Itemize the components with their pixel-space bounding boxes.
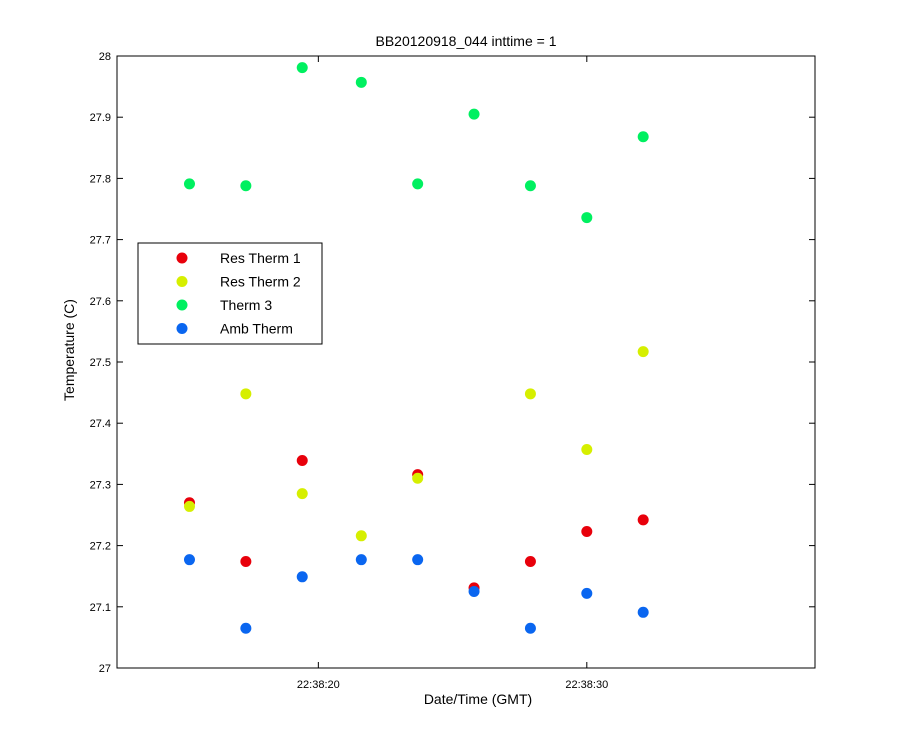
y-tick-label: 28 — [99, 51, 111, 63]
data-point-amb-therm — [412, 554, 424, 566]
legend-marker-res-therm-2 — [176, 276, 188, 287]
data-point-therm-3 — [355, 76, 367, 88]
y-tick-label: 27.5 — [90, 357, 111, 369]
data-point-therm-3 — [581, 212, 593, 224]
data-point-therm-3 — [296, 62, 308, 74]
x-tick-label: 22:38:30 — [565, 679, 608, 691]
data-point-therm-3 — [240, 180, 252, 192]
data-point-amb-therm — [581, 587, 593, 599]
y-tick-label: 27.7 — [90, 235, 111, 247]
data-point-res-therm-1 — [524, 556, 536, 568]
data-point-amb-therm — [355, 554, 367, 566]
data-point-res-therm-1 — [637, 514, 649, 526]
data-point-therm-3 — [412, 178, 424, 190]
data-point-res-therm-2 — [183, 500, 195, 512]
x-axis-title: Date/Time (GMT) — [424, 691, 532, 707]
data-point-res-therm-1 — [581, 526, 593, 538]
y-tick-label: 27.1 — [90, 602, 111, 614]
y-tick-label: 27 — [99, 663, 111, 675]
y-tick-label: 27.9 — [90, 112, 111, 124]
legend-marker-therm-3 — [176, 299, 188, 311]
y-axis-title: Temperature (C) — [61, 299, 77, 401]
legend-label-therm-3: Therm 3 — [220, 297, 272, 313]
data-point-amb-therm — [183, 554, 195, 566]
data-point-res-therm-2 — [524, 388, 536, 400]
legend-label-res-therm-1: Res Therm 1 — [220, 250, 301, 266]
y-axis: 27 27.1 27.2 27.3 27.4 27.5 27.6 27.7 27.8 27.9 28 — [90, 51, 815, 675]
chart-title: BB20120918_044 inttime = 1 — [376, 33, 557, 49]
data-point-amb-therm — [468, 586, 480, 597]
legend: Res Therm 1 Res Therm 2 Therm 3 Amb Therm — [137, 242, 323, 345]
data-points — [183, 62, 649, 634]
y-tick-label: 27.8 — [90, 173, 111, 185]
data-point-res-therm-2 — [240, 388, 252, 400]
x-tick-label: 22:38:20 — [297, 679, 340, 691]
data-point-amb-therm — [296, 571, 308, 583]
data-point-res-therm-2 — [296, 488, 308, 500]
legend-label-amb-therm: Amb Therm — [220, 321, 293, 337]
data-point-res-therm-2 — [412, 472, 424, 484]
data-point-res-therm-2 — [355, 530, 367, 542]
data-point-therm-3 — [637, 131, 649, 143]
data-point-res-therm-2 — [581, 444, 593, 456]
legend-marker-res-therm-1 — [176, 252, 188, 264]
data-point-res-therm-1 — [296, 455, 308, 467]
legend-label-res-therm-2: Res Therm 2 — [220, 274, 301, 290]
data-point-therm-3 — [468, 108, 480, 120]
legend-marker-amb-therm — [176, 323, 188, 334]
y-tick-label: 27.2 — [90, 541, 111, 553]
x-axis: 22:38:20 22:38:30 — [297, 56, 608, 691]
data-point-res-therm-1 — [240, 556, 252, 568]
data-point-amb-therm — [524, 622, 536, 634]
y-tick-label: 27.3 — [90, 479, 111, 491]
data-point-amb-therm — [240, 622, 252, 634]
data-point-therm-3 — [183, 178, 195, 190]
data-point-amb-therm — [637, 606, 649, 618]
legend-box — [137, 242, 323, 345]
data-point-therm-3 — [524, 180, 536, 192]
data-point-res-therm-2 — [637, 346, 649, 358]
y-tick-label: 27.4 — [90, 418, 111, 430]
plot-area — [116, 55, 816, 669]
y-tick-label: 27.6 — [90, 296, 111, 308]
